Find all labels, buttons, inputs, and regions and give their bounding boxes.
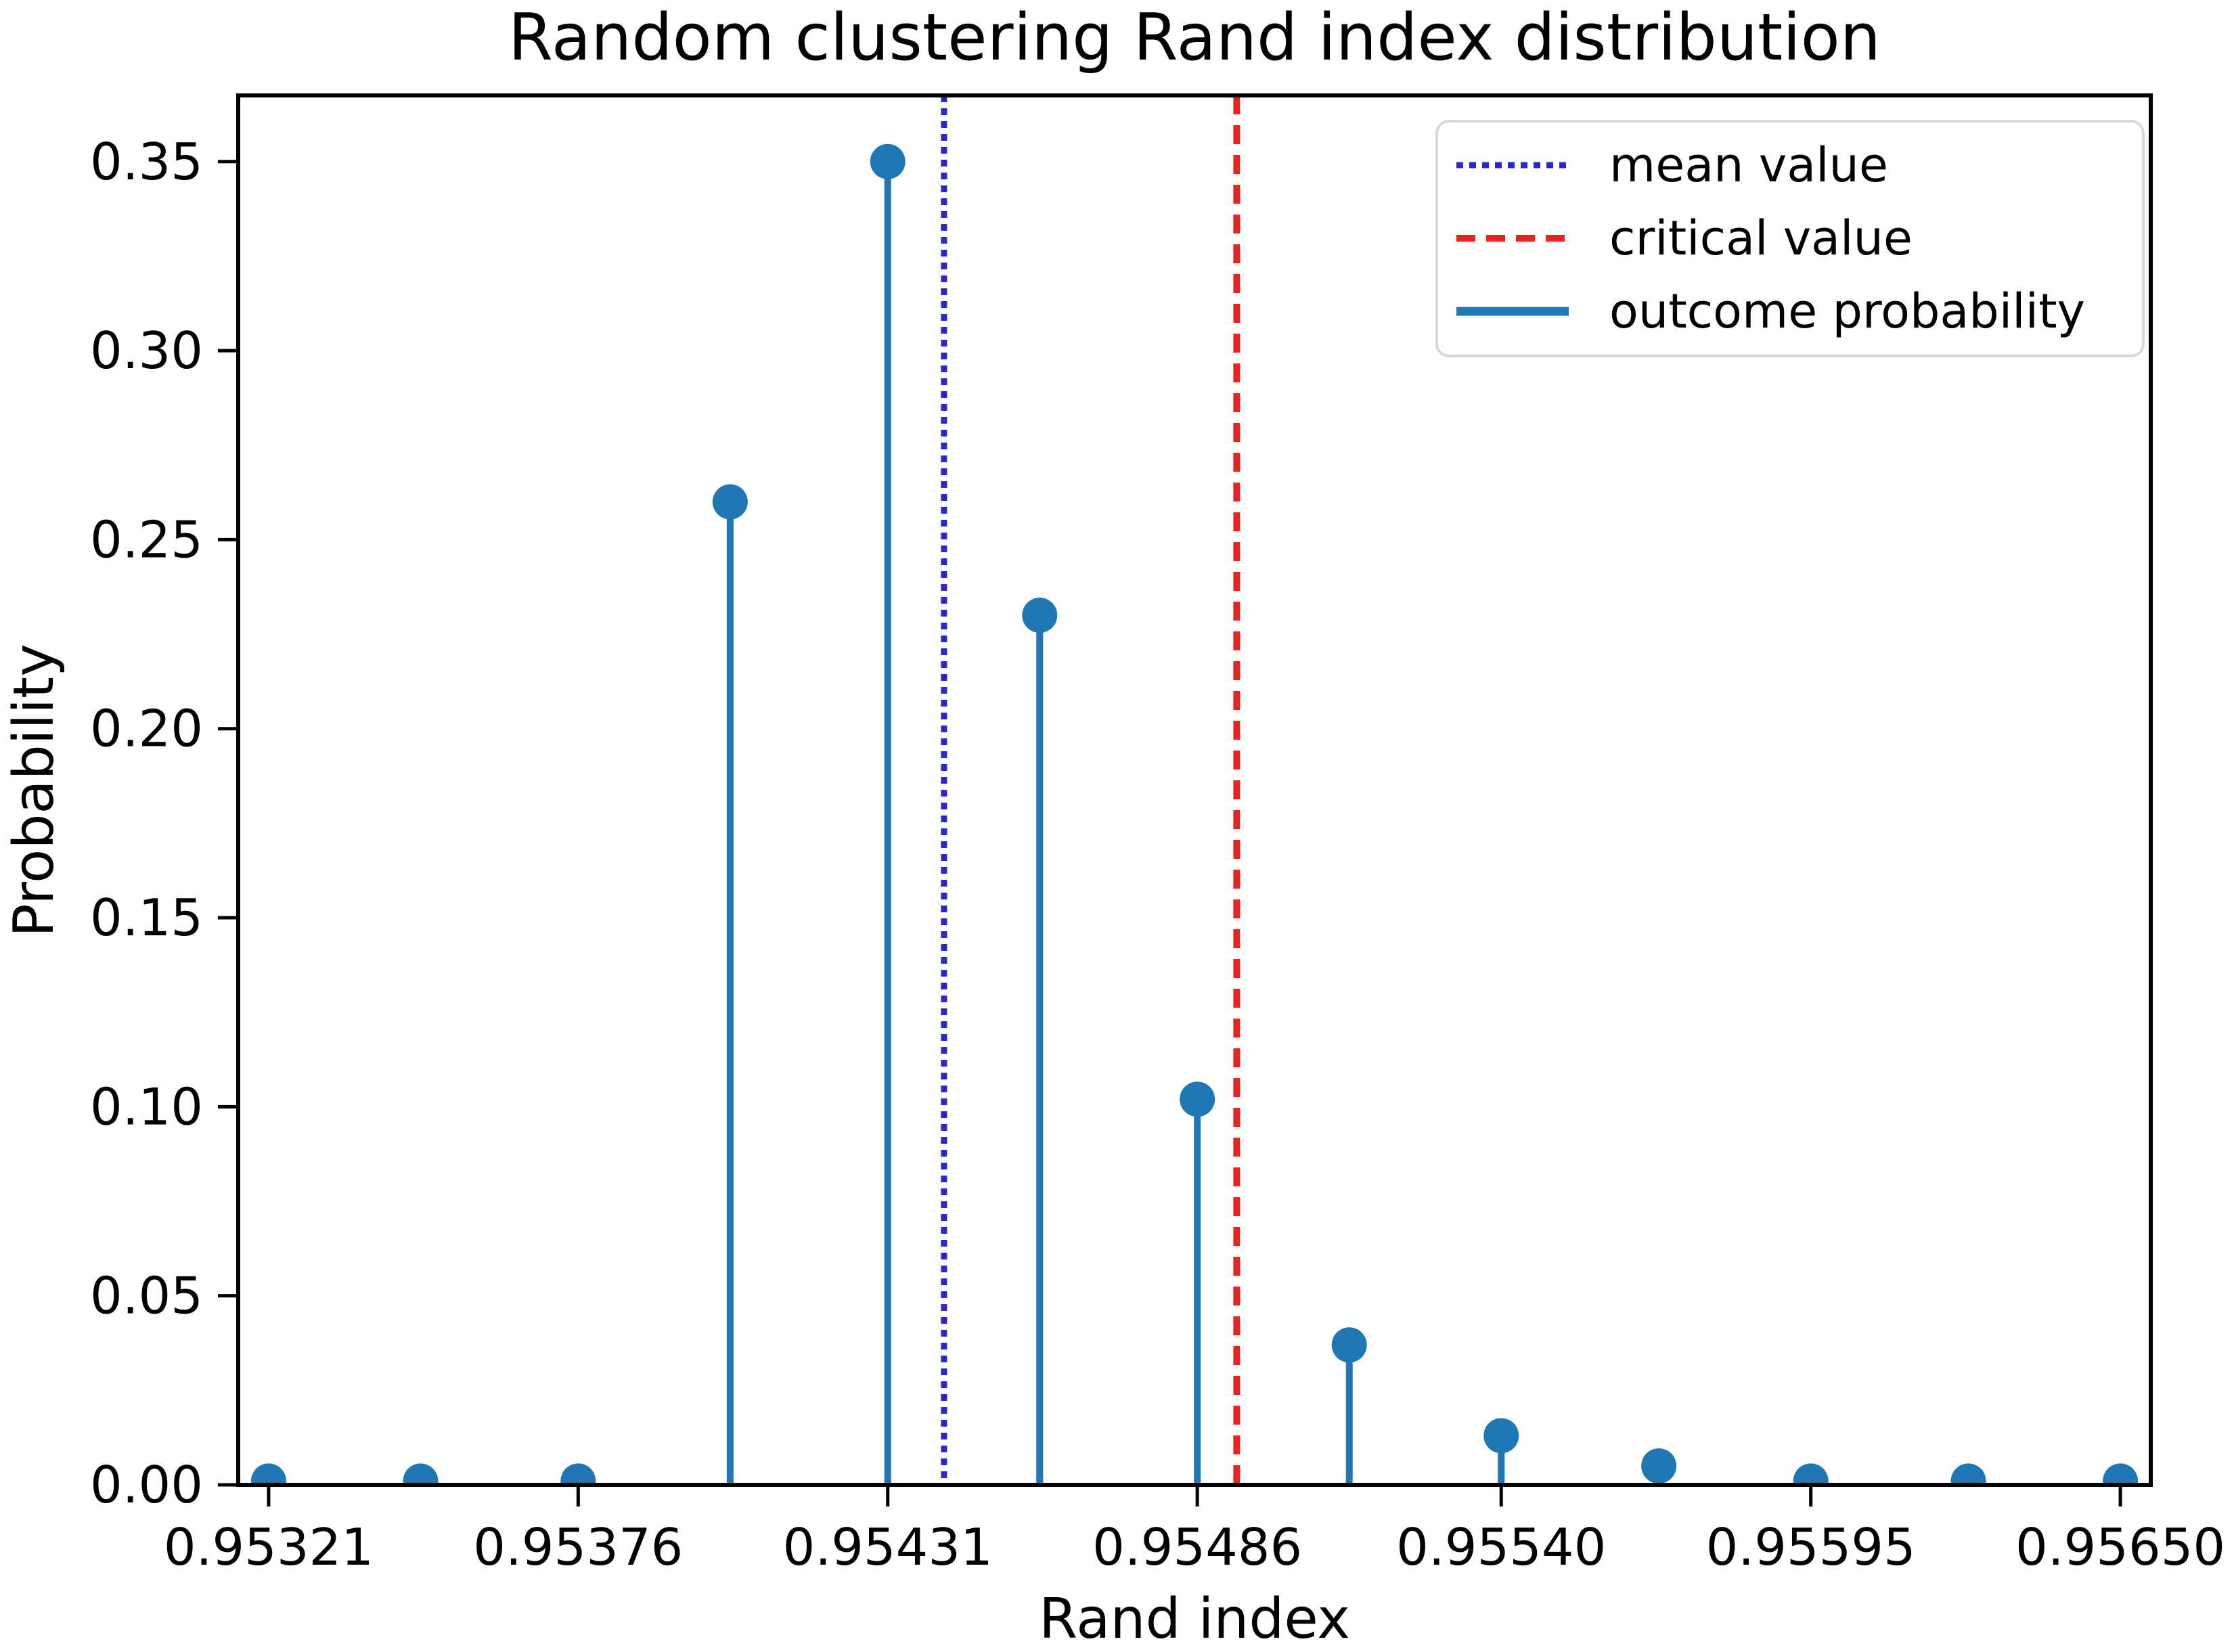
y-axis-ticks: 0.00 0.05 0.10 0.15 0.20 0.25 0.30 0.35 (90, 132, 238, 1515)
legend-label-critical: critical value (1609, 210, 1913, 266)
y-axis-label: Probability (2, 644, 66, 937)
x-tick-label: 0.95650 (2015, 1517, 2225, 1577)
y-tick-label: 0.05 (90, 1266, 203, 1326)
stem-marker (1022, 598, 1058, 633)
legend-item-critical: critical value (1456, 210, 1913, 266)
chart-title: Random clustering Rand index distributio… (508, 1, 1881, 75)
y-tick-label: 0.20 (90, 699, 203, 759)
x-axis-label: Rand index (1039, 1587, 1350, 1651)
stem-marker (1331, 1327, 1367, 1363)
outcome-probability-series (250, 143, 2139, 1485)
legend-item-mean: mean value (1456, 137, 1888, 193)
y-tick-label: 0.00 (90, 1455, 203, 1515)
legend-label-outcome: outcome probability (1609, 284, 2085, 339)
stem-marker (560, 1463, 596, 1485)
stem-marker (1483, 1418, 1519, 1454)
stem-marker (2103, 1463, 2139, 1485)
x-tick-label: 0.95321 (164, 1517, 374, 1577)
stem-marker (870, 143, 906, 179)
stem-marker (1793, 1463, 1829, 1485)
legend-item-outcome: outcome probability (1456, 284, 2085, 339)
stem-marker (1950, 1463, 1986, 1485)
legend-box (1435, 120, 2145, 357)
x-tick-label: 0.95431 (783, 1517, 993, 1577)
x-axis-ticks: 0.95321 0.95376 0.95431 0.95486 0.95540 0.955… (164, 1485, 2225, 1577)
stem-marker (1180, 1081, 1215, 1117)
stem-marker (712, 484, 748, 520)
y-tick-label: 0.15 (90, 888, 203, 947)
y-tick-label: 0.10 (90, 1077, 203, 1136)
x-tick-label: 0.95376 (473, 1517, 683, 1577)
y-tick-label: 0.35 (90, 132, 203, 192)
legend: mean value critical value outcome probab… (1435, 120, 2145, 357)
x-tick-label: 0.95486 (1092, 1517, 1302, 1577)
stem-marker (403, 1463, 439, 1485)
y-tick-label: 0.25 (90, 510, 203, 569)
x-tick-label: 0.95540 (1396, 1517, 1606, 1577)
plot-border (236, 93, 2153, 1487)
stem-marker (1641, 1448, 1677, 1484)
x-tick-label: 0.95595 (1706, 1517, 1916, 1577)
legend-label-mean: mean value (1609, 137, 1888, 193)
reference-lines (941, 95, 1241, 1485)
stem-marker (250, 1463, 286, 1485)
y-tick-label: 0.30 (90, 321, 203, 380)
